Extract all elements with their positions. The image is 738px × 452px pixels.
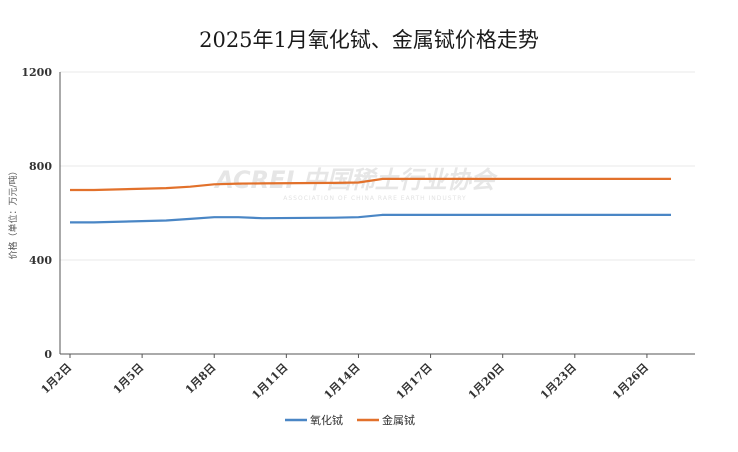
x-tick-label: 1月26日 xyxy=(610,361,651,402)
legend: 氧化铽 金属铽 xyxy=(285,413,415,427)
legend-label: 氧化铽 xyxy=(310,413,343,427)
y-tick-label: 400 xyxy=(29,254,52,267)
x-tick-label: 1月8日 xyxy=(183,361,219,397)
y-tick-label: 0 xyxy=(44,348,52,361)
x-tick-label: 1月5日 xyxy=(111,361,147,397)
axes xyxy=(59,72,695,358)
chart-title: 2025年1月氧化铽、金属铽价格走势 xyxy=(199,28,539,52)
series-line-金属铽 xyxy=(70,177,671,192)
y-axis-label: 价格（单位：万元/吨） xyxy=(7,166,19,259)
legend-label: 金属铽 xyxy=(382,413,415,427)
x-tick-label: 1月17日 xyxy=(394,361,435,402)
y-tick-label: 800 xyxy=(29,160,52,173)
x-tick-label: 1月2日 xyxy=(39,361,75,397)
x-tick-label: 1月20日 xyxy=(466,361,507,402)
series-lines xyxy=(70,177,671,224)
watermark-subtext: ASSOCIATION OF CHINA RARE EARTH INDUSTRY xyxy=(283,195,466,202)
y-tick-label: 1200 xyxy=(21,66,52,79)
x-tick-labels: 1月2日 1月5日 1月8日 1月11日 1月14日 1月17日 1月20日 1月23日 1月2… xyxy=(39,361,651,402)
grid-lines xyxy=(60,71,695,261)
x-tick-label: 1月11日 xyxy=(249,361,290,402)
y-tick-labels: 0 400 800 1200 xyxy=(21,66,52,361)
x-tick-label: 1月14日 xyxy=(322,361,363,402)
x-tick-label: 1月23日 xyxy=(538,361,579,402)
series-line-氧化铽 xyxy=(70,213,671,224)
